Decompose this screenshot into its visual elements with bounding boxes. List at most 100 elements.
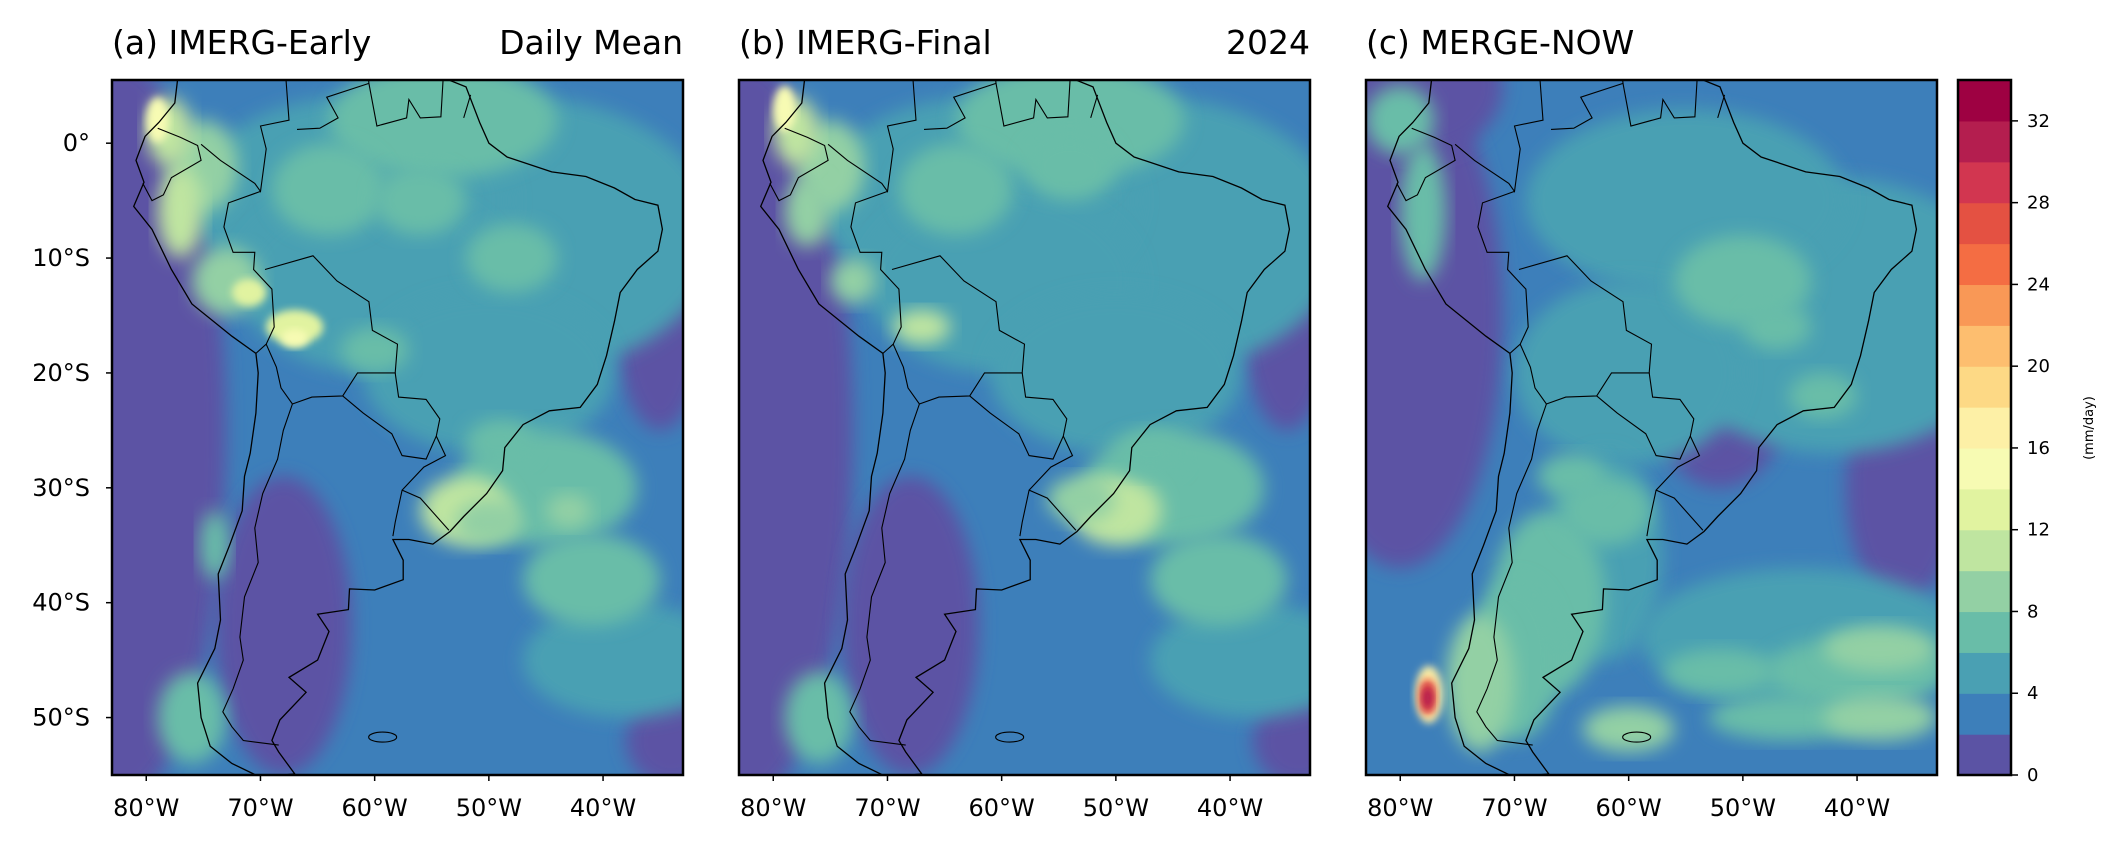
country-border (1655, 489, 1704, 531)
panel-a-map (112, 80, 683, 775)
x-tick-label: 70°W (854, 794, 920, 822)
colorbar-tick-label: 24 (2027, 274, 2050, 295)
x-tick-label: 80°W (113, 794, 179, 822)
country-border (463, 94, 472, 119)
precip-blob (271, 143, 387, 236)
country-border (849, 403, 920, 746)
precip-blob (1366, 85, 1435, 155)
colorbar-swatch (1958, 284, 2011, 326)
country-border (1396, 127, 1456, 202)
precip-blob (214, 476, 352, 775)
x-tick-label: 50°W (1710, 794, 1776, 822)
x-tick-label: 60°W (342, 794, 408, 822)
colorbar-swatch (1958, 570, 2011, 613)
precip-blob (1366, 80, 1504, 569)
precip-blob (454, 499, 524, 546)
colorbar-swatch (1958, 120, 2011, 163)
country-border (1019, 435, 1074, 537)
country-border (1646, 435, 1701, 537)
precip-blob (1662, 648, 1778, 695)
panel-a-subtitle: Daily Mean (499, 23, 683, 62)
country-border (1717, 94, 1726, 119)
panel-c-title: (c) MERGE-NOW (1366, 23, 1634, 62)
colorbar-swatch (1958, 243, 2011, 286)
colorbar-swatch (1958, 488, 2011, 531)
precip-blob (266, 309, 324, 345)
x-tick-label: 70°W (227, 794, 293, 822)
panel-a-frame (110, 78, 685, 777)
precip-blob (340, 326, 409, 373)
precip-blob (898, 143, 1014, 236)
colorbar-tick-label: 0 (2027, 765, 2038, 786)
y-tick-label: 10°S (32, 244, 90, 272)
colorbar-swatch (1958, 80, 2011, 122)
country-border (222, 403, 293, 746)
precip-blob (1150, 533, 1288, 626)
country-border (769, 127, 829, 202)
panel-b-precip-field (739, 80, 1310, 775)
precip-blob (112, 80, 227, 775)
colorbar-tick-label: 12 (2027, 520, 2050, 541)
coastline (759, 80, 1291, 775)
country-border (296, 80, 370, 130)
panel-b-map (739, 80, 1310, 775)
precip-blob (1421, 686, 1434, 710)
precip-blob (956, 80, 1185, 178)
panel-a-xticks: 80°W 70°W 60°W 50°W 40°W (113, 775, 636, 822)
panel-a-precip-field (112, 80, 683, 775)
panel-c: (c) MERGE-NOW 80°W 70°W 60°W 50°W 40°W (1364, 23, 1939, 822)
colorbar-swatch (1958, 529, 2011, 572)
precip-blob (1674, 235, 1812, 327)
country-border (1596, 372, 1695, 460)
x-tick-label: 40°W (1197, 794, 1263, 822)
precip-blob (784, 671, 854, 764)
precip-blob (1537, 453, 1606, 500)
precip-blob (1708, 694, 1869, 741)
x-tick-label: 80°W (1367, 794, 1433, 822)
precip-blob (893, 309, 951, 345)
precip-blob (1582, 706, 1675, 753)
coastline (132, 80, 664, 775)
colorbar-swatch (1958, 734, 2011, 776)
y-tick-label: 20°S (32, 359, 90, 387)
colorbar: 0 4 8 12 16 20 24 28 32 (mm/day) (1956, 78, 2097, 786)
country-border (891, 255, 1026, 405)
country-border (1622, 80, 1698, 127)
colorbar-swatch (1958, 693, 2011, 735)
precip-blob (231, 278, 267, 307)
colorbar-swatch (1958, 202, 2011, 245)
x-tick-label: 50°W (1083, 794, 1149, 822)
country-border (1028, 489, 1077, 531)
x-tick-label: 50°W (456, 794, 522, 822)
colorbar-swatch (1958, 611, 2011, 653)
country-border (1518, 255, 1653, 405)
colorbar-ticks: 0 4 8 12 16 20 24 28 32 (2011, 111, 2050, 786)
panel-c-xticks: 80°W 70°W 60°W 50°W 40°W (1367, 775, 1890, 822)
country-border (1090, 94, 1099, 119)
precip-blob (466, 223, 558, 293)
x-tick-label: 60°W (969, 794, 1035, 822)
x-tick-label: 70°W (1481, 794, 1547, 822)
panel-b-coastlines (759, 80, 1291, 775)
precip-blob (523, 533, 661, 626)
country-border (342, 372, 441, 460)
panel-b-frame (737, 78, 1312, 777)
country-border (850, 190, 902, 354)
panel-a-title: (a) IMERG-Early (112, 23, 371, 62)
y-tick-label: 40°S (32, 589, 90, 617)
country-border (1454, 80, 1544, 193)
country-border (392, 435, 447, 537)
precip-blob (773, 85, 797, 132)
precip-blob (1047, 476, 1116, 523)
country-border (1477, 190, 1529, 354)
precip-blob (1115, 430, 1185, 477)
precip-blob (281, 329, 309, 348)
precip-blob (157, 671, 227, 764)
country-border (827, 80, 917, 193)
precip-blob (784, 177, 831, 247)
colorbar-tick-label: 20 (2027, 356, 2050, 377)
precip-blob (466, 418, 535, 465)
x-tick-label: 60°W (1596, 794, 1662, 822)
colorbar-frame (1956, 78, 2013, 777)
precip-blob (363, 292, 615, 454)
